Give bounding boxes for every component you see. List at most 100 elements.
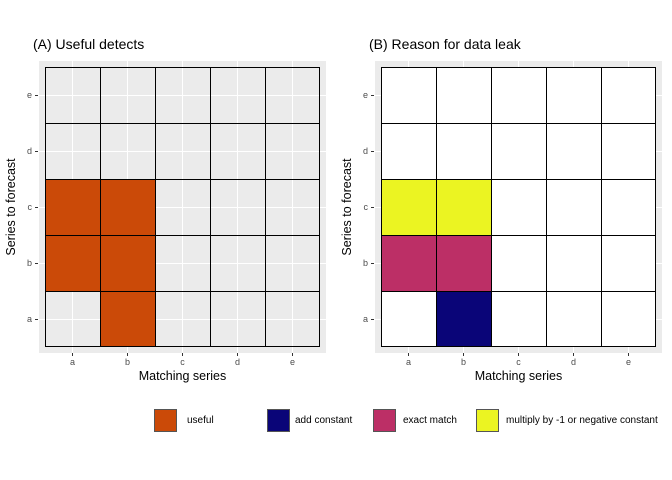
- legend-key-useful: [154, 409, 177, 432]
- y-tick-mark: [371, 318, 374, 320]
- panel-a-y-axis-title: Series to forecast: [4, 158, 18, 256]
- tile-border-vertical: [381, 67, 382, 347]
- tile-A-xa-yc: [45, 179, 100, 235]
- tile-border-horizontal: [45, 346, 320, 347]
- y-tick-label: a: [26, 314, 32, 324]
- y-tick-label: b: [362, 258, 368, 268]
- y-tick-mark: [35, 318, 38, 320]
- y-tick-mark: [371, 262, 374, 264]
- tile-empty: [601, 235, 656, 291]
- tile-empty: [436, 123, 491, 179]
- tile-empty: [546, 67, 601, 123]
- tile-empty: [491, 67, 546, 123]
- tile-border-vertical: [655, 67, 656, 347]
- major-gridline-horizontal: [39, 206, 326, 208]
- x-tick-label: e: [289, 357, 295, 367]
- tile-empty: [546, 291, 601, 347]
- y-tick-label: a: [362, 314, 368, 324]
- panel-a-plot-area: [39, 61, 326, 353]
- tile-border-vertical: [100, 67, 101, 347]
- tile-empty: [601, 291, 656, 347]
- legend-label-exact-match: exact match: [403, 415, 457, 426]
- x-tick-label: c: [180, 357, 185, 367]
- tile-B-xb-yc: [436, 179, 491, 235]
- tile-empty: [491, 179, 546, 235]
- y-tick-label: d: [362, 146, 368, 156]
- y-tick-mark: [371, 206, 374, 208]
- x-tick-label: d: [234, 357, 240, 367]
- y-tick-mark: [35, 150, 38, 152]
- y-tick-mark: [35, 206, 38, 208]
- x-tick-label: c: [516, 357, 521, 367]
- panel-a-title: (A) Useful detects: [33, 36, 145, 52]
- tile-empty: [546, 235, 601, 291]
- tile-empty: [381, 67, 436, 123]
- tile-B-xa-yc: [381, 179, 436, 235]
- legend-label-useful: useful: [187, 415, 214, 426]
- tile-border-horizontal: [45, 291, 320, 292]
- panel-b-title: (B) Reason for data leak: [369, 36, 521, 52]
- tile-border-vertical: [319, 67, 320, 347]
- tile-empty: [381, 291, 436, 347]
- x-tick-label: a: [69, 357, 75, 367]
- tile-border-vertical: [210, 67, 211, 347]
- tile-border-vertical: [45, 67, 46, 347]
- x-tick-mark: [182, 353, 183, 356]
- tile-A-xb-yc: [100, 179, 155, 235]
- tile-empty: [491, 235, 546, 291]
- tile-empty: [601, 67, 656, 123]
- tile-B-xb-ya: [436, 291, 491, 347]
- x-tick-mark: [408, 353, 409, 356]
- panel-b-plot-area: [375, 61, 662, 353]
- x-tick-mark: [518, 353, 519, 356]
- tile-empty: [601, 123, 656, 179]
- panel-a-x-axis-title: Matching series: [138, 369, 227, 383]
- x-tick-mark: [72, 353, 73, 356]
- y-tick-label: c: [27, 202, 33, 212]
- tile-empty: [546, 179, 601, 235]
- tile-border-vertical: [601, 67, 602, 347]
- y-tick-label: e: [362, 90, 368, 100]
- major-gridline-horizontal: [39, 150, 326, 152]
- y-tick-label: e: [26, 90, 32, 100]
- x-tick-label: b: [124, 357, 130, 367]
- x-tick-mark: [237, 353, 238, 356]
- legend-key-add-constant: [267, 409, 290, 432]
- x-tick-mark: [127, 353, 128, 356]
- tile-border-horizontal: [45, 235, 320, 236]
- tile-empty: [601, 179, 656, 235]
- tile-B-xb-yb: [436, 235, 491, 291]
- legend-key-multiply-negative: [476, 409, 499, 432]
- x-tick-mark: [463, 353, 464, 356]
- tile-A-xb-ya: [100, 291, 155, 347]
- y-tick-label: d: [26, 146, 32, 156]
- x-tick-label: d: [570, 357, 576, 367]
- tile-border-horizontal: [381, 67, 656, 68]
- tile-border-horizontal: [381, 179, 656, 180]
- x-tick-mark: [573, 353, 574, 356]
- tile-border-horizontal: [381, 235, 656, 236]
- tile-border-vertical: [436, 67, 437, 347]
- tile-border-horizontal: [381, 346, 656, 347]
- y-tick-label: c: [363, 202, 369, 212]
- major-gridline-horizontal: [39, 262, 326, 264]
- major-gridline-horizontal: [39, 318, 326, 320]
- x-tick-mark: [292, 353, 293, 356]
- tile-border-horizontal: [45, 179, 320, 180]
- panel-b-y-axis-title: Series to forecast: [340, 158, 354, 256]
- x-tick-label: b: [460, 357, 466, 367]
- tile-border-horizontal: [381, 291, 656, 292]
- y-tick-mark: [371, 94, 374, 96]
- tile-border-vertical: [265, 67, 266, 347]
- tile-empty: [546, 123, 601, 179]
- tile-border-horizontal: [45, 67, 320, 68]
- tile-border-vertical: [546, 67, 547, 347]
- tile-border-horizontal: [45, 123, 320, 124]
- tile-border-vertical: [155, 67, 156, 347]
- tile-A-xa-yb: [45, 235, 100, 291]
- x-tick-label: a: [405, 357, 411, 367]
- legend-label-multiply-negative: multiply by -1 or negative constant: [506, 415, 658, 426]
- tile-empty: [491, 123, 546, 179]
- legend-key-exact-match: [373, 409, 396, 432]
